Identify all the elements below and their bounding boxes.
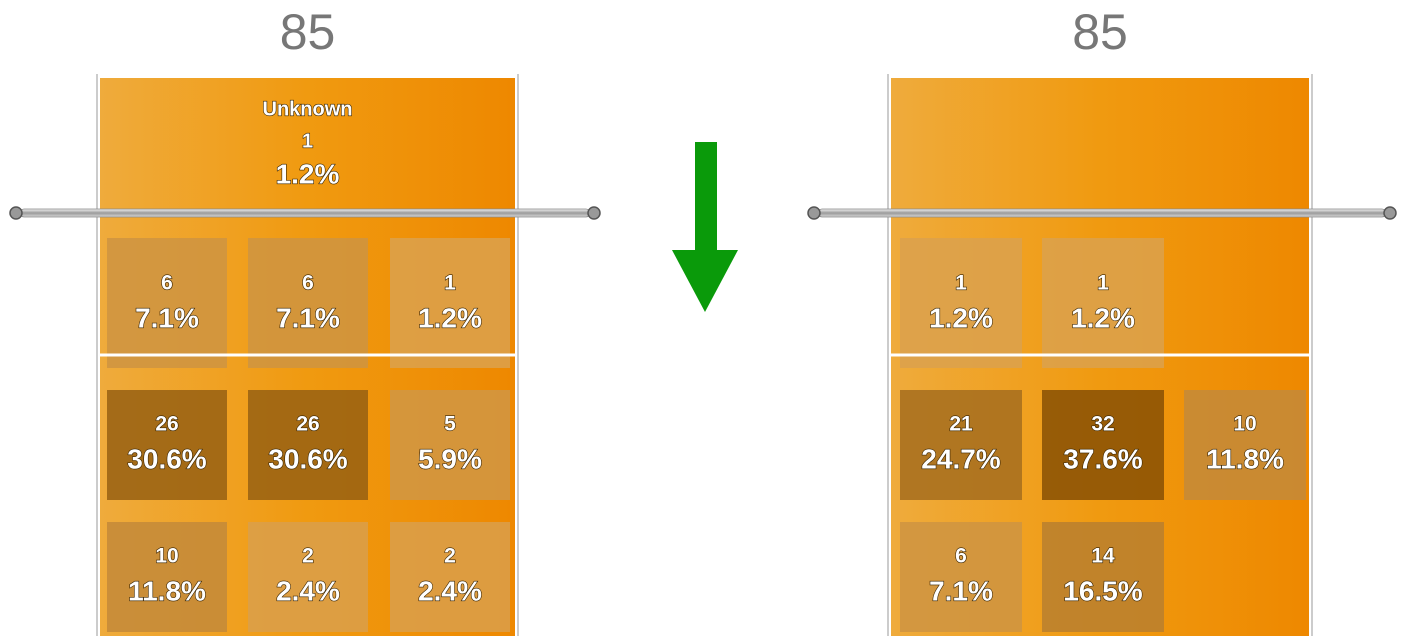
cell [1042,238,1164,368]
cell-count: 1 [1097,272,1109,295]
cell [900,522,1022,632]
cell-count: 6 [955,545,967,568]
cell [1042,522,1164,632]
cell-percent: 11.8% [1206,443,1284,474]
cell-percent: 16.5% [1063,575,1142,606]
cell-percent: 7.1% [276,302,340,333]
cell [390,390,510,500]
cell [900,390,1022,500]
cell [248,522,368,632]
top-label: Unknown [263,98,353,120]
cell [1042,390,1164,500]
down-arrow [672,142,738,312]
panel: 85 1 1.2% 1 1.2% 21 24.7% 32 37.6% 10 11.8% 6 7.1% 14… [807,4,1397,636]
cell [107,390,227,500]
cell [248,390,368,500]
total: 85 [1072,4,1128,60]
cell-percent: 7.1% [135,302,199,333]
cell-count: 26 [296,413,319,436]
cell-percent: 2.4% [276,575,340,606]
cell-percent: 37.6% [1063,443,1142,474]
slider-handle [807,206,821,220]
cell [107,522,227,632]
cell [390,522,510,632]
total: 85 [280,4,336,60]
slider-handle [587,206,601,220]
cell-count: 14 [1091,545,1115,568]
top-label: 1.2% [276,158,340,189]
cell-count: 10 [155,545,178,568]
top-label: 1 [302,130,313,152]
cell-percent: 1.2% [418,302,482,333]
cell-count: 26 [155,413,178,436]
cell-percent: 2.4% [418,575,482,606]
cell-percent: 5.9% [418,443,482,474]
slider-handle [1383,206,1397,220]
cell-count: 2 [444,545,456,568]
cell-percent: 30.6% [268,443,347,474]
panel: 85 Unknown 1 1.2% 6 7.1% 6 7.1% 1 1.2% 26 30.6% 26 30… [9,4,601,636]
cell-count: 10 [1233,413,1256,436]
cell [107,238,227,368]
cell-percent: 1.2% [929,302,993,333]
cell-count: 2 [302,545,314,568]
cell-count: 21 [949,413,973,436]
cell-count: 1 [444,272,456,295]
cell [1184,390,1306,500]
slider-track [19,208,591,218]
cell-percent: 30.6% [127,443,206,474]
cell [900,238,1022,368]
cell-count: 1 [955,272,967,295]
cell-percent: 7.1% [929,575,993,606]
cell-count: 6 [161,272,173,295]
cell-count: 6 [302,272,314,295]
cell [390,238,510,368]
slider-handle [9,206,23,220]
cell [248,238,368,368]
cell-percent: 11.8% [128,575,206,606]
cell-percent: 1.2% [1071,302,1135,333]
cell-count: 32 [1091,413,1114,436]
cell-count: 5 [444,413,456,436]
cell-percent: 24.7% [921,443,1000,474]
slider-track [817,208,1387,218]
